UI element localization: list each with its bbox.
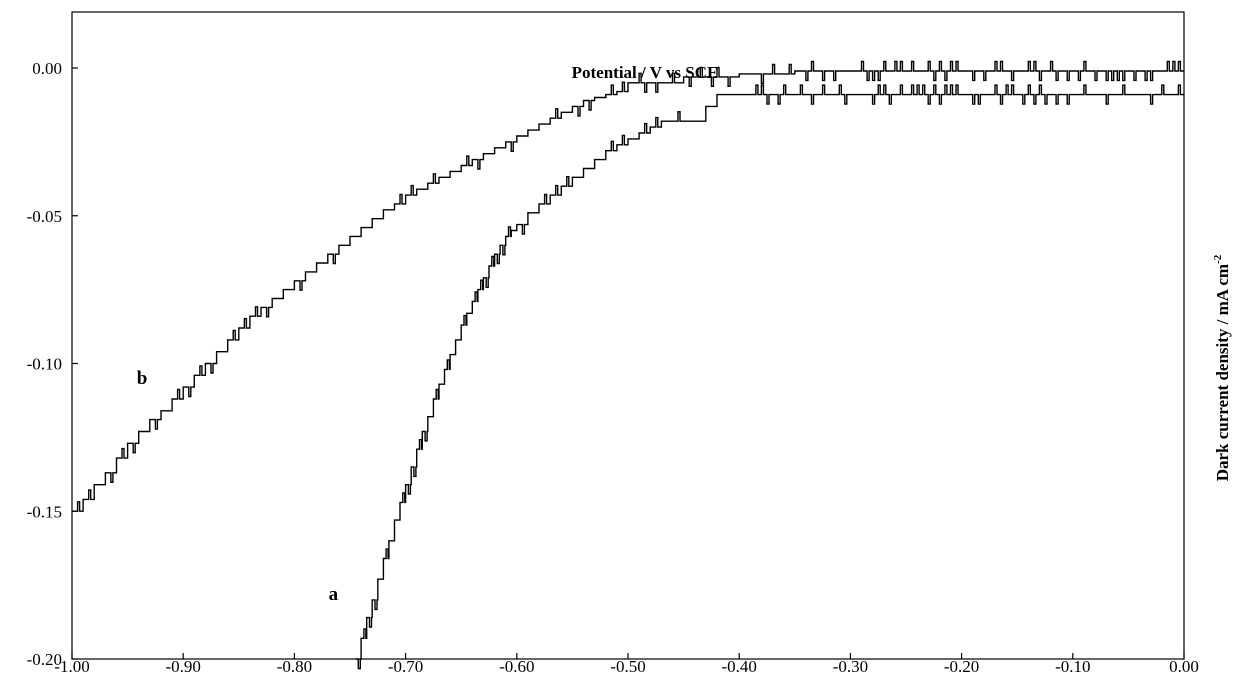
y-tick-label: -0.15 [27,502,62,521]
x-tick-label: -0.90 [165,657,200,674]
x-tick-label: -0.40 [721,657,756,674]
y-tick-label: -0.10 [27,355,62,374]
y-axis-title-exponent: -2 [1212,254,1224,264]
series-b-label: b [137,368,148,389]
y-axis-ticks: 0.00 -0.05 -0.10 -0.15 -0.20 [27,59,78,669]
x-tick-label: -1.00 [54,657,89,674]
x-axis-title: Potential / V vs SCE [572,63,719,82]
series-group [72,60,1184,670]
x-tick-label: 0.00 [1169,657,1199,674]
x-tick-label: -0.70 [388,657,423,674]
y-axis-title: Dark current density / mA cm [1213,264,1232,481]
svg-text:Dark current density / mA cm-2: Dark current density / mA cm-2 [1212,254,1232,481]
y-axis-title-group: Dark current density / mA cm-2 [1212,254,1232,481]
x-tick-label: -0.10 [1055,657,1090,674]
series-a-line [355,84,1184,670]
x-tick-label: -0.20 [944,657,979,674]
x-axis-ticks: -1.00 -0.90 -0.80 -0.70 -0.60 -0.50 -0.40 -0.30… [54,653,1199,674]
x-tick-label: -0.50 [610,657,645,674]
y-tick-label: 0.00 [32,59,62,78]
series-labels: ab [137,368,339,605]
x-tick-label: -0.30 [833,657,868,674]
x-tick-label: -0.80 [277,657,312,674]
y-tick-label: -0.20 [27,650,62,669]
y-tick-label: -0.05 [27,207,62,226]
series-b-line [72,60,1184,512]
series-a-label: a [329,584,339,605]
x-tick-label: -0.60 [499,657,534,674]
